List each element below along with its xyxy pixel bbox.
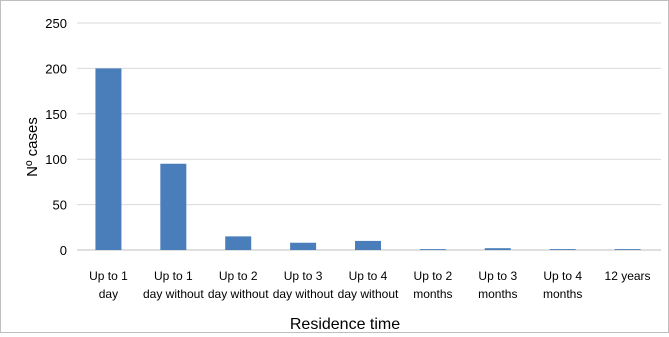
y-tick-label: 0 xyxy=(60,243,67,258)
x-tick-label: Up to 3 xyxy=(478,269,517,283)
y-tick-label: 200 xyxy=(45,61,67,76)
x-tick-label: months xyxy=(543,287,582,301)
bar xyxy=(355,240,381,250)
x-tick-label: day without xyxy=(338,287,399,301)
x-tick-label: day without xyxy=(208,287,269,301)
bar xyxy=(160,163,187,250)
x-tick-label: day without xyxy=(273,287,334,301)
bar xyxy=(549,249,576,250)
x-tick-label: Up to 1 xyxy=(89,269,128,283)
y-tick-label: 150 xyxy=(45,107,67,122)
bar xyxy=(614,249,641,250)
x-tick-label: Up to 4 xyxy=(543,269,582,283)
y-tick-label: 250 xyxy=(45,16,67,31)
x-axis-label: Residence time xyxy=(290,316,400,332)
x-tick-label: Up to 3 xyxy=(284,269,323,283)
bars xyxy=(95,68,641,251)
x-tick-label: day xyxy=(99,287,118,301)
x-tick-label: months xyxy=(478,287,517,301)
bar xyxy=(95,68,122,251)
y-tick-label: 50 xyxy=(53,198,67,213)
y-axis-label: Nº cases xyxy=(24,117,41,177)
bar-chart: 0 50 100 150 200 250 Up to 1 day Up to 1 day wit… xyxy=(24,16,661,333)
x-tick-labels: Up to 1 day Up to 1 day without Up to 2 day w… xyxy=(89,269,650,301)
x-tick-label: Up to 2 xyxy=(414,269,453,283)
y-tick-labels: 0 50 100 150 200 250 xyxy=(45,16,67,258)
y-tick-label: 100 xyxy=(45,152,67,167)
bar xyxy=(290,242,317,250)
x-tick-label: months xyxy=(413,287,452,301)
bar xyxy=(419,249,446,250)
bar xyxy=(225,236,252,250)
x-tick-label: Up to 1 xyxy=(154,269,193,283)
x-tick-label: Up to 4 xyxy=(349,269,388,283)
x-tick-label: Up to 2 xyxy=(219,269,258,283)
x-tick-label: 12 years xyxy=(605,269,651,283)
bar xyxy=(484,248,511,250)
x-tick-label: day without xyxy=(143,287,204,301)
